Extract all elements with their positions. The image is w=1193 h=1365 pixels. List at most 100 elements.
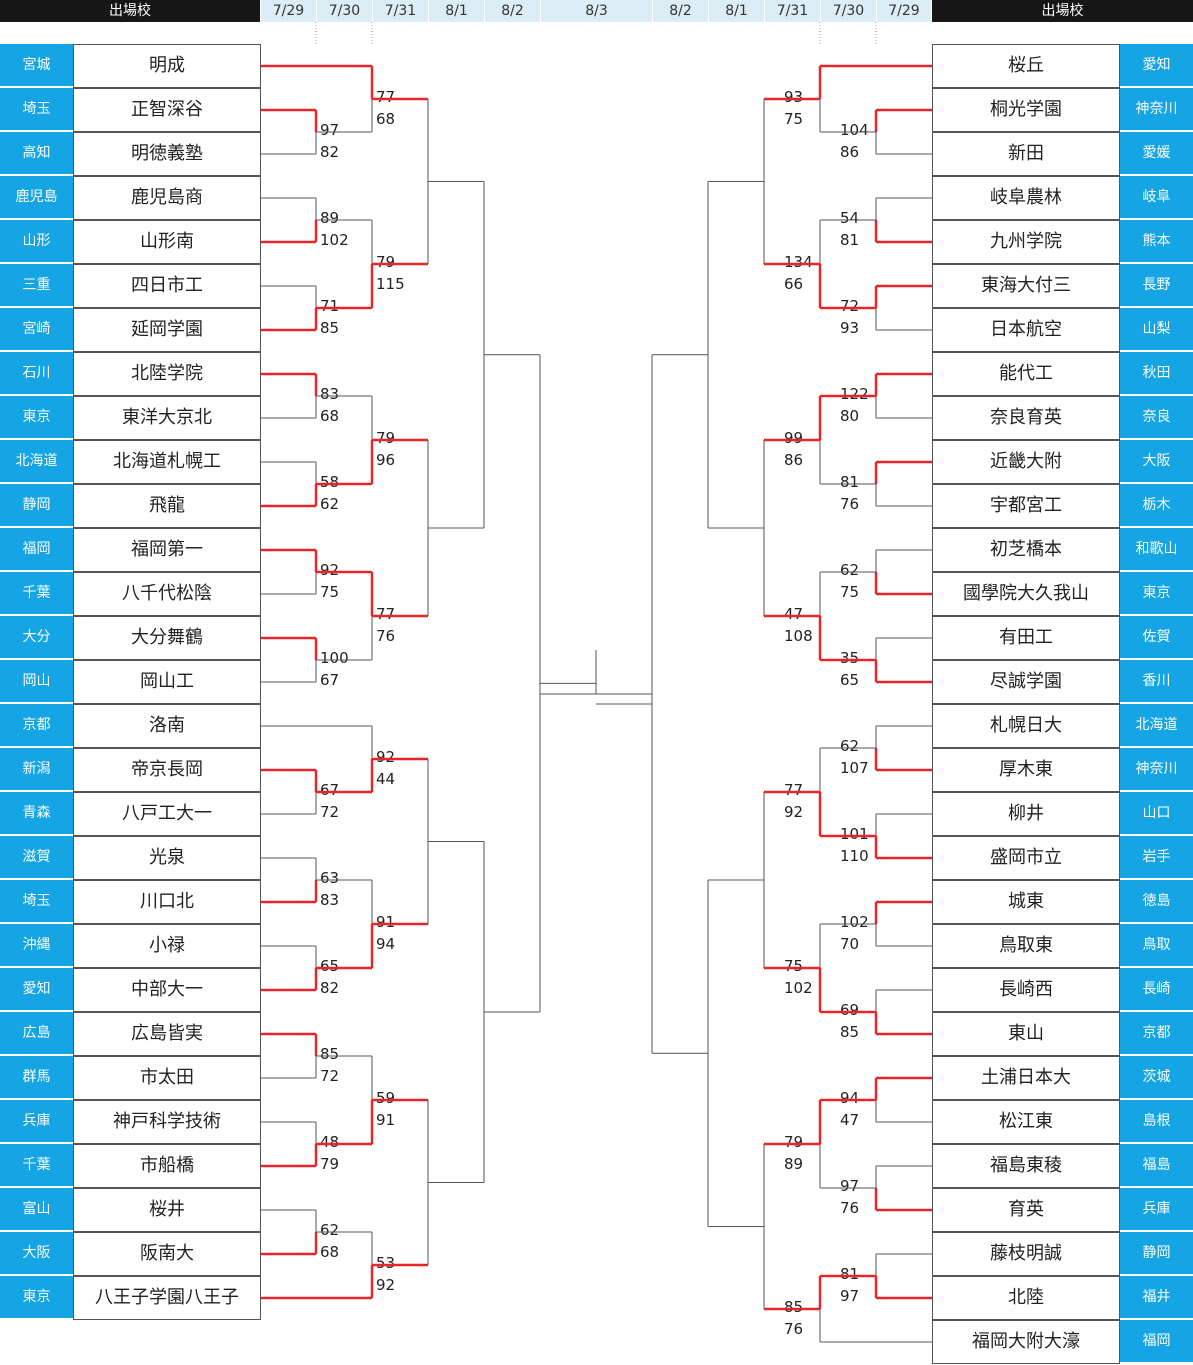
right-score-top: 35 xyxy=(840,649,860,667)
right-school-name: 北陸 xyxy=(932,1276,1120,1320)
left-school-name: 洛南 xyxy=(73,704,261,748)
left-score-top: 100 xyxy=(320,649,349,667)
left-school-name: 桜井 xyxy=(73,1188,261,1232)
right-prefecture-label: 愛知 xyxy=(1120,44,1193,87)
left-school-name: 北陸学院 xyxy=(73,352,261,396)
left-prefecture-label: 山形 xyxy=(0,220,73,263)
left-prefecture-label: 宮崎 xyxy=(0,308,73,351)
right-score-top: 94 xyxy=(840,1089,860,1107)
left-score-top: 62 xyxy=(320,1221,340,1239)
left-school-name: 明徳義塾 xyxy=(73,132,261,176)
left-score-top: 92 xyxy=(320,561,340,579)
left-prefecture-label: 千葉 xyxy=(0,572,73,615)
left-score-bottom: 68 xyxy=(320,407,340,425)
right-score-bottom: 66 xyxy=(784,275,804,293)
right-prefecture-label: 秋田 xyxy=(1120,352,1193,395)
right-score-bottom: 75 xyxy=(840,583,860,601)
right-prefecture-label: 神奈川 xyxy=(1120,88,1193,131)
right-school-name: 鳥取東 xyxy=(932,924,1120,968)
date-header-left-4: 8/1 xyxy=(429,0,484,22)
left-score-bottom: 96 xyxy=(376,451,396,469)
left-score-top: 58 xyxy=(320,473,340,491)
right-school-name: 新田 xyxy=(932,132,1120,176)
right-prefecture-label: 長野 xyxy=(1120,264,1193,307)
right-score-top: 122 xyxy=(840,385,869,403)
left-school-name: 川口北 xyxy=(73,880,261,924)
date-header-right-5: 7/29 xyxy=(877,0,931,22)
left-score-bottom: 68 xyxy=(320,1243,340,1261)
right-score-top: 72 xyxy=(840,297,860,315)
right-score-bottom: 89 xyxy=(784,1155,804,1173)
right-school-name: 札幌日大 xyxy=(932,704,1120,748)
right-prefecture-label: 北海道 xyxy=(1120,704,1193,747)
right-prefecture-label: 岩手 xyxy=(1120,836,1193,879)
left-prefecture-label: 富山 xyxy=(0,1188,73,1231)
right-score-top: 81 xyxy=(840,1265,860,1283)
left-score-bottom: 115 xyxy=(376,275,405,293)
right-prefecture-label: 静岡 xyxy=(1120,1232,1193,1275)
right-school-name: 福島東稜 xyxy=(932,1144,1120,1188)
right-score-bottom: 86 xyxy=(784,451,804,469)
date-header-left-5: 8/2 xyxy=(485,0,540,22)
left-score-bottom: 92 xyxy=(376,1276,396,1294)
date-header-right-2: 8/1 xyxy=(709,0,764,22)
left-school-name: 鹿児島商 xyxy=(73,176,261,220)
right-score-top: 54 xyxy=(840,209,860,227)
left-score-top: 89 xyxy=(320,209,340,227)
left-school-name: 岡山工 xyxy=(73,660,261,704)
right-score-bottom: 108 xyxy=(784,627,813,645)
left-prefecture-label: 青森 xyxy=(0,792,73,835)
right-prefecture-label: 栃木 xyxy=(1120,484,1193,527)
right-school-name: 宇都宮工 xyxy=(932,484,1120,528)
left-school-name: 光泉 xyxy=(73,836,261,880)
left-prefecture-label: 北海道 xyxy=(0,440,73,483)
left-school-name: 明成 xyxy=(73,44,261,88)
right-school-name: 岐阜農林 xyxy=(932,176,1120,220)
right-prefecture-label: 徳島 xyxy=(1120,880,1193,923)
right-prefecture-label: 京都 xyxy=(1120,1012,1193,1055)
right-school-name: 土浦日本大 xyxy=(932,1056,1120,1100)
right-score-bottom: 47 xyxy=(840,1111,860,1129)
left-score-bottom: 94 xyxy=(376,935,396,953)
left-school-name: 市太田 xyxy=(73,1056,261,1100)
right-score-top: 101 xyxy=(840,825,869,843)
right-prefecture-label: 佐賀 xyxy=(1120,616,1193,659)
left-prefecture-label: 三重 xyxy=(0,264,73,307)
right-score-top: 47 xyxy=(784,605,804,623)
left-school-name: 小禄 xyxy=(73,924,261,968)
left-score-top: 83 xyxy=(320,385,340,403)
right-school-name: 厚木東 xyxy=(932,748,1120,792)
right-score-bottom: 97 xyxy=(840,1287,860,1305)
left-prefecture-label: 沖縄 xyxy=(0,924,73,967)
right-prefecture-label: 岐阜 xyxy=(1120,176,1193,219)
right-prefecture-label: 山梨 xyxy=(1120,308,1193,351)
left-prefecture-label: 東京 xyxy=(0,396,73,439)
date-header-right-4: 7/30 xyxy=(821,0,876,22)
left-score-bottom: 68 xyxy=(376,110,396,128)
left-prefecture-label: 静岡 xyxy=(0,484,73,527)
right-school-name: 松江東 xyxy=(932,1100,1120,1144)
right-score-bottom: 76 xyxy=(840,1199,860,1217)
right-score-top: 85 xyxy=(784,1298,804,1316)
date-header-left-3: 7/31 xyxy=(373,0,428,22)
right-school-name: 能代工 xyxy=(932,352,1120,396)
right-prefecture-label: 大阪 xyxy=(1120,440,1193,483)
left-score-bottom: 102 xyxy=(320,231,349,249)
right-school-name: 育英 xyxy=(932,1188,1120,1232)
right-score-bottom: 86 xyxy=(840,143,860,161)
left-score-top: 53 xyxy=(376,1254,396,1272)
left-score-top: 79 xyxy=(376,429,396,447)
right-prefecture-label: 香川 xyxy=(1120,660,1193,703)
left-prefecture-label: 埼玉 xyxy=(0,88,73,131)
left-prefecture-label: 鹿児島 xyxy=(0,176,73,219)
right-score-bottom: 80 xyxy=(840,407,860,425)
left-score-top: 85 xyxy=(320,1045,340,1063)
right-school-name: 盛岡市立 xyxy=(932,836,1120,880)
right-prefecture-label: 福島 xyxy=(1120,1144,1193,1187)
right-score-top: 81 xyxy=(840,473,860,491)
right-score-bottom: 75 xyxy=(784,110,804,128)
left-school-name: 東洋大京北 xyxy=(73,396,261,440)
right-prefecture-label: 長崎 xyxy=(1120,968,1193,1011)
right-score-top: 104 xyxy=(840,121,869,139)
right-score-top: 97 xyxy=(840,1177,860,1195)
